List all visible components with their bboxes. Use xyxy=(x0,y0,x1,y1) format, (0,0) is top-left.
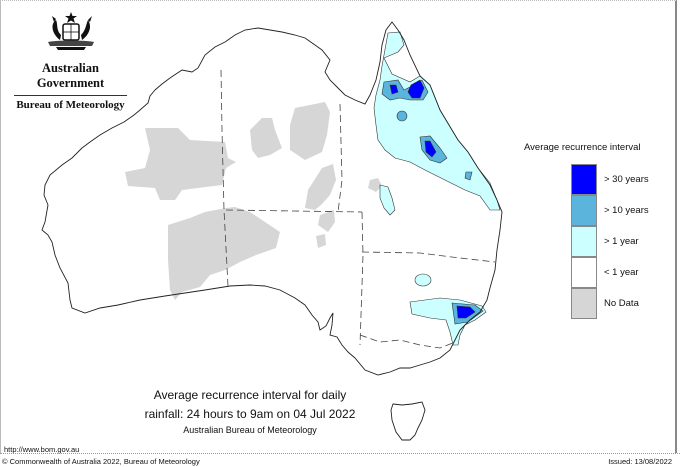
legend-swatch xyxy=(571,257,597,288)
legend-swatch xyxy=(571,164,597,195)
commonwealth-coat-of-arms-icon xyxy=(47,12,94,50)
chart-frame xyxy=(0,0,677,453)
no-data-regions xyxy=(125,102,382,300)
website-link[interactable]: http://www.bom.gov.au xyxy=(4,445,80,454)
legend-swatch xyxy=(571,226,597,257)
caption-source: Australian Bureau of Meteorology xyxy=(183,425,317,435)
nsw-recurrence-region xyxy=(409,273,487,346)
legend-label: > 30 years xyxy=(604,174,649,185)
legend-label: < 1 year xyxy=(604,267,639,278)
legend-label: No Data xyxy=(604,298,639,309)
legend-title: Average recurrence interval xyxy=(524,142,641,153)
tasmania-coastline xyxy=(390,401,426,441)
logo-divider xyxy=(14,95,127,96)
state-borders xyxy=(220,69,496,349)
map-caption: Average recurrence interval for daily ra… xyxy=(100,386,400,436)
caption-title-line1: Average recurrence interval for daily xyxy=(153,388,347,402)
government-name: Australian Government xyxy=(36,61,105,90)
government-logo: Australian Government Bureau of Meteorol… xyxy=(8,10,133,111)
coastline xyxy=(41,21,503,376)
legend-label: > 10 years xyxy=(604,205,649,216)
copyright-notice: © Commonwealth of Australia 2022, Bureau… xyxy=(2,457,200,466)
legend-swatch xyxy=(571,288,597,319)
issued-date: Issued: 13/08/2022 xyxy=(608,457,672,466)
legend-swatch xyxy=(571,195,597,226)
qld-recurrence-region xyxy=(373,31,501,216)
legend-label: > 1 year xyxy=(604,236,639,247)
agency-name: Bureau of Meteorology xyxy=(16,99,125,111)
caption-title-line2: rainfall: 24 hours to 9am on 04 Jul 2022 xyxy=(144,407,356,421)
footer-divider xyxy=(0,453,680,454)
